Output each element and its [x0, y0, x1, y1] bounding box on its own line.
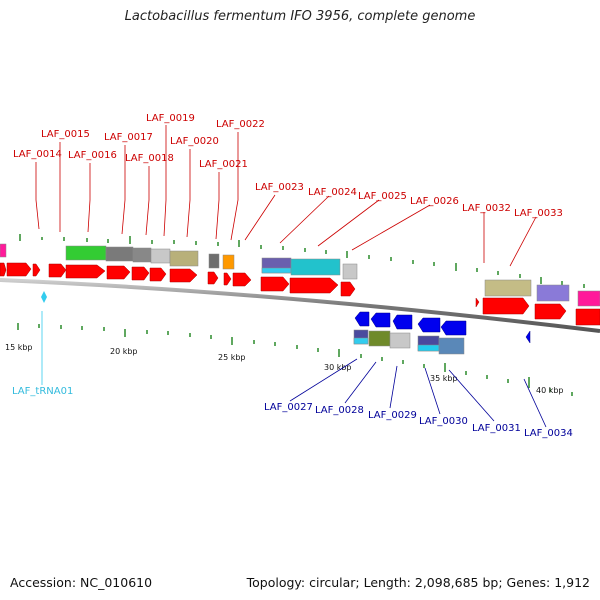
gene-label: LAF_0025 [358, 191, 407, 202]
gene-label: LAF_0033 [514, 208, 563, 219]
scale-label: 40 kbp [536, 386, 564, 395]
gene-label: LAF_0024 [308, 187, 357, 198]
gene-label: LAF_0019 [146, 113, 195, 124]
gene-label: LAF_0017 [104, 132, 153, 143]
gene-label: LAF_0029 [368, 410, 417, 421]
scale-label: 30 kbp [324, 363, 352, 372]
reverse-gene-arrows[interactable] [354, 311, 531, 344]
gene-label: LAF_0028 [315, 405, 364, 416]
forward-ticks [19, 234, 585, 288]
gene-label: LAF_0023 [255, 182, 304, 193]
trna-label: LAF_tRNA01 [12, 386, 73, 397]
reverse-leader-lines [289, 358, 547, 428]
gene-label: LAF_0026 [410, 196, 459, 207]
cog-boxes-forward [0, 243, 600, 307]
map-title: Lactobacillus fermentum IFO 3956, comple… [124, 9, 476, 24]
trna-marker[interactable] [41, 291, 47, 303]
forward-gene-arrows[interactable] [0, 262, 600, 326]
topology-text: Topology: circular; Length: 2,098,685 bp… [246, 575, 590, 590]
gene-label: LAF_0022 [216, 119, 265, 130]
gene-label: LAF_0027 [264, 402, 313, 413]
genome-backbone [0, 278, 600, 333]
scale-label: 35 kbp [430, 374, 458, 383]
gene-label: LAF_0034 [524, 428, 573, 439]
scale-label: 15 kbp [5, 343, 33, 352]
reverse-ticks [17, 323, 573, 396]
gene-label: LAF_0015 [41, 129, 90, 140]
gene-label: LAF_0014 [13, 149, 62, 160]
accession-text: Accession: NC_010610 [10, 575, 153, 590]
gene-label: LAF_0030 [419, 416, 468, 427]
scale-label: 25 kbp [218, 353, 246, 362]
gene-label: LAF_0021 [199, 159, 248, 170]
scale-label: 20 kbp [110, 347, 138, 356]
gene-label: LAF_0016 [68, 150, 117, 161]
forward-leader-lines [35, 125, 537, 267]
gene-label: LAF_0018 [125, 153, 174, 164]
gene-label: LAF_0031 [472, 423, 521, 434]
reverse-gene-labels: LAF_0027 LAF_0028 LAF_0029 LAF_0030 LAF_… [264, 402, 573, 439]
gene-label: LAF_0020 [170, 136, 219, 147]
cog-boxes-reverse [353, 329, 465, 355]
gene-label: LAF_0032 [462, 203, 511, 214]
forward-gene-labels: LAF_0014 LAF_0015 LAF_0016 LAF_0017 LAF_… [13, 113, 563, 219]
scale-labels: 15 kbp 20 kbp 25 kbp 30 kbp 35 kbp 40 kb… [5, 343, 564, 395]
